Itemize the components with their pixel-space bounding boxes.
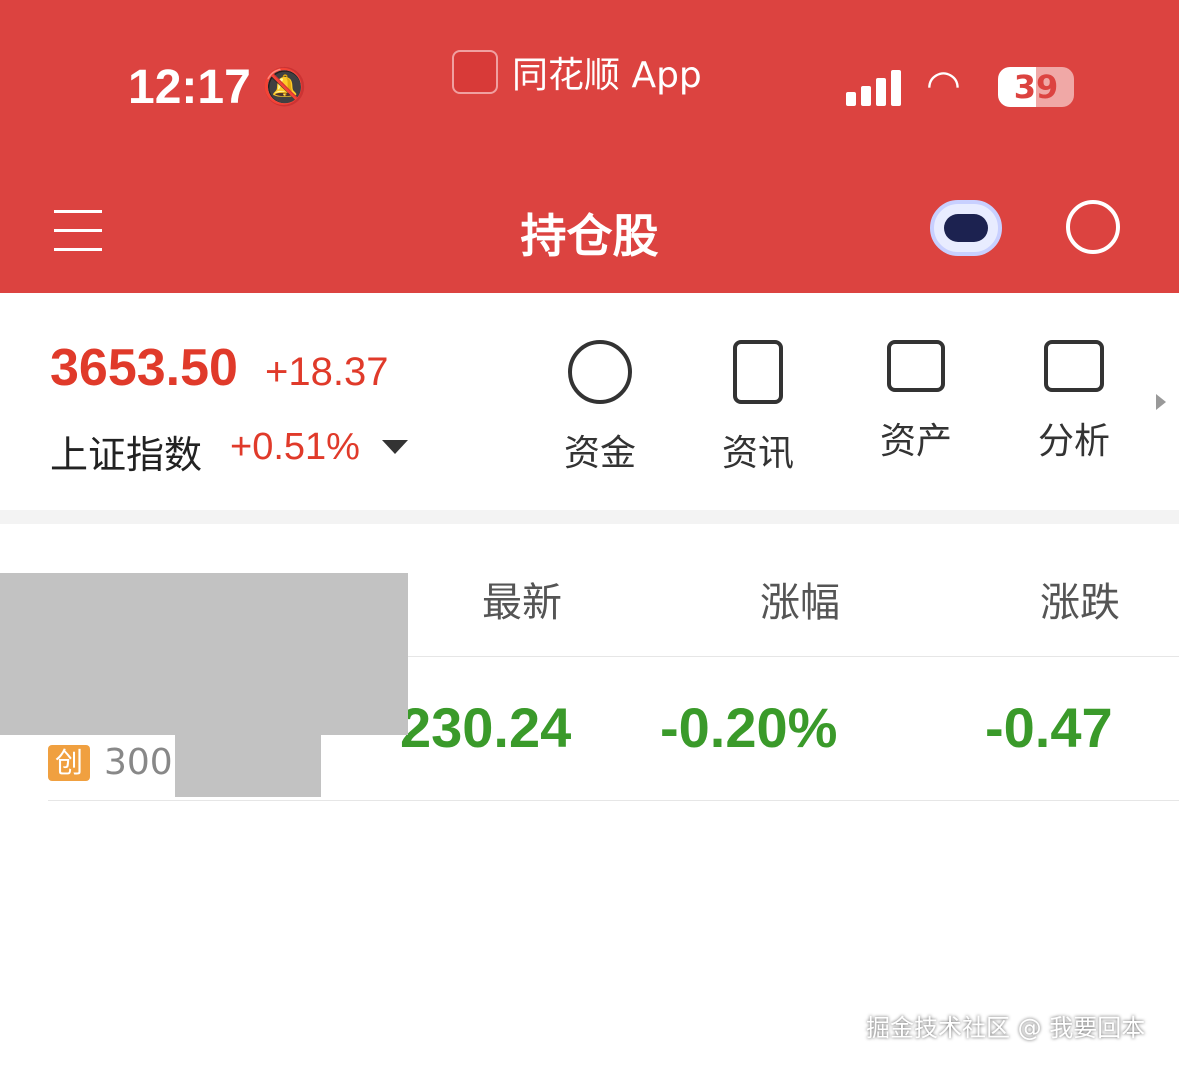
menu-button[interactable] bbox=[54, 210, 102, 267]
document-icon bbox=[733, 340, 783, 404]
index-percent: +0.51% bbox=[230, 426, 360, 468]
change-amount: -0.47 bbox=[985, 696, 1113, 759]
redaction-mask bbox=[0, 573, 408, 735]
app-icon bbox=[452, 50, 498, 94]
tool-assets[interactable]: 资产 bbox=[856, 340, 976, 464]
app-label: 同花顺 App bbox=[512, 55, 702, 96]
tool-analysis[interactable]: 分析 bbox=[1014, 340, 1134, 464]
col-change-pct[interactable]: 涨幅 bbox=[760, 580, 840, 626]
board-badge: 创 bbox=[48, 745, 90, 781]
battery-indicator: 39 bbox=[998, 67, 1074, 107]
watermark: 掘金技术社区 @ 我要回本 bbox=[866, 1014, 1146, 1042]
col-change[interactable]: 涨跌 bbox=[1040, 580, 1120, 626]
index-name[interactable]: 上证指数 bbox=[50, 433, 203, 477]
wifi-icon: ◠ bbox=[926, 62, 961, 108]
tool-label: 资金 bbox=[563, 433, 636, 474]
page-title: 持仓股 bbox=[520, 209, 659, 263]
index-change: +18.37 bbox=[265, 350, 389, 394]
latest-price: 230.24 bbox=[400, 696, 572, 759]
wallet-icon bbox=[887, 340, 945, 392]
search-icon[interactable] bbox=[1066, 200, 1120, 254]
tool-label: 分析 bbox=[1037, 421, 1110, 462]
top-header: 12:17 🔕 同花顺 App ◠ 39 持仓股 bbox=[0, 0, 1179, 293]
redaction-mask bbox=[175, 730, 321, 797]
pulse-icon bbox=[568, 340, 632, 404]
index-value: 3653.50 bbox=[50, 339, 238, 397]
section-divider bbox=[0, 510, 1179, 524]
scroll-right-icon[interactable] bbox=[1156, 394, 1166, 410]
robot-assistant-icon[interactable] bbox=[930, 200, 1002, 256]
change-percent: -0.20% bbox=[660, 696, 838, 759]
back-to-app[interactable]: 同花顺 App bbox=[452, 46, 702, 98]
tool-label: 资讯 bbox=[721, 433, 794, 474]
divider bbox=[408, 656, 1179, 657]
folder-chart-icon bbox=[1044, 340, 1104, 392]
tool-label: 资产 bbox=[879, 421, 952, 462]
bell-muted-icon: 🔕 bbox=[262, 67, 307, 108]
dropdown-icon[interactable] bbox=[382, 440, 408, 454]
col-latest[interactable]: 最新 bbox=[482, 580, 562, 626]
row-divider bbox=[48, 800, 1179, 801]
signal-icon bbox=[846, 70, 901, 106]
status-time: 12:17 bbox=[128, 61, 251, 114]
tool-funds[interactable]: 资金 bbox=[540, 340, 660, 476]
stock-code: 300 bbox=[104, 742, 173, 783]
tool-news[interactable]: 资讯 bbox=[698, 340, 818, 476]
